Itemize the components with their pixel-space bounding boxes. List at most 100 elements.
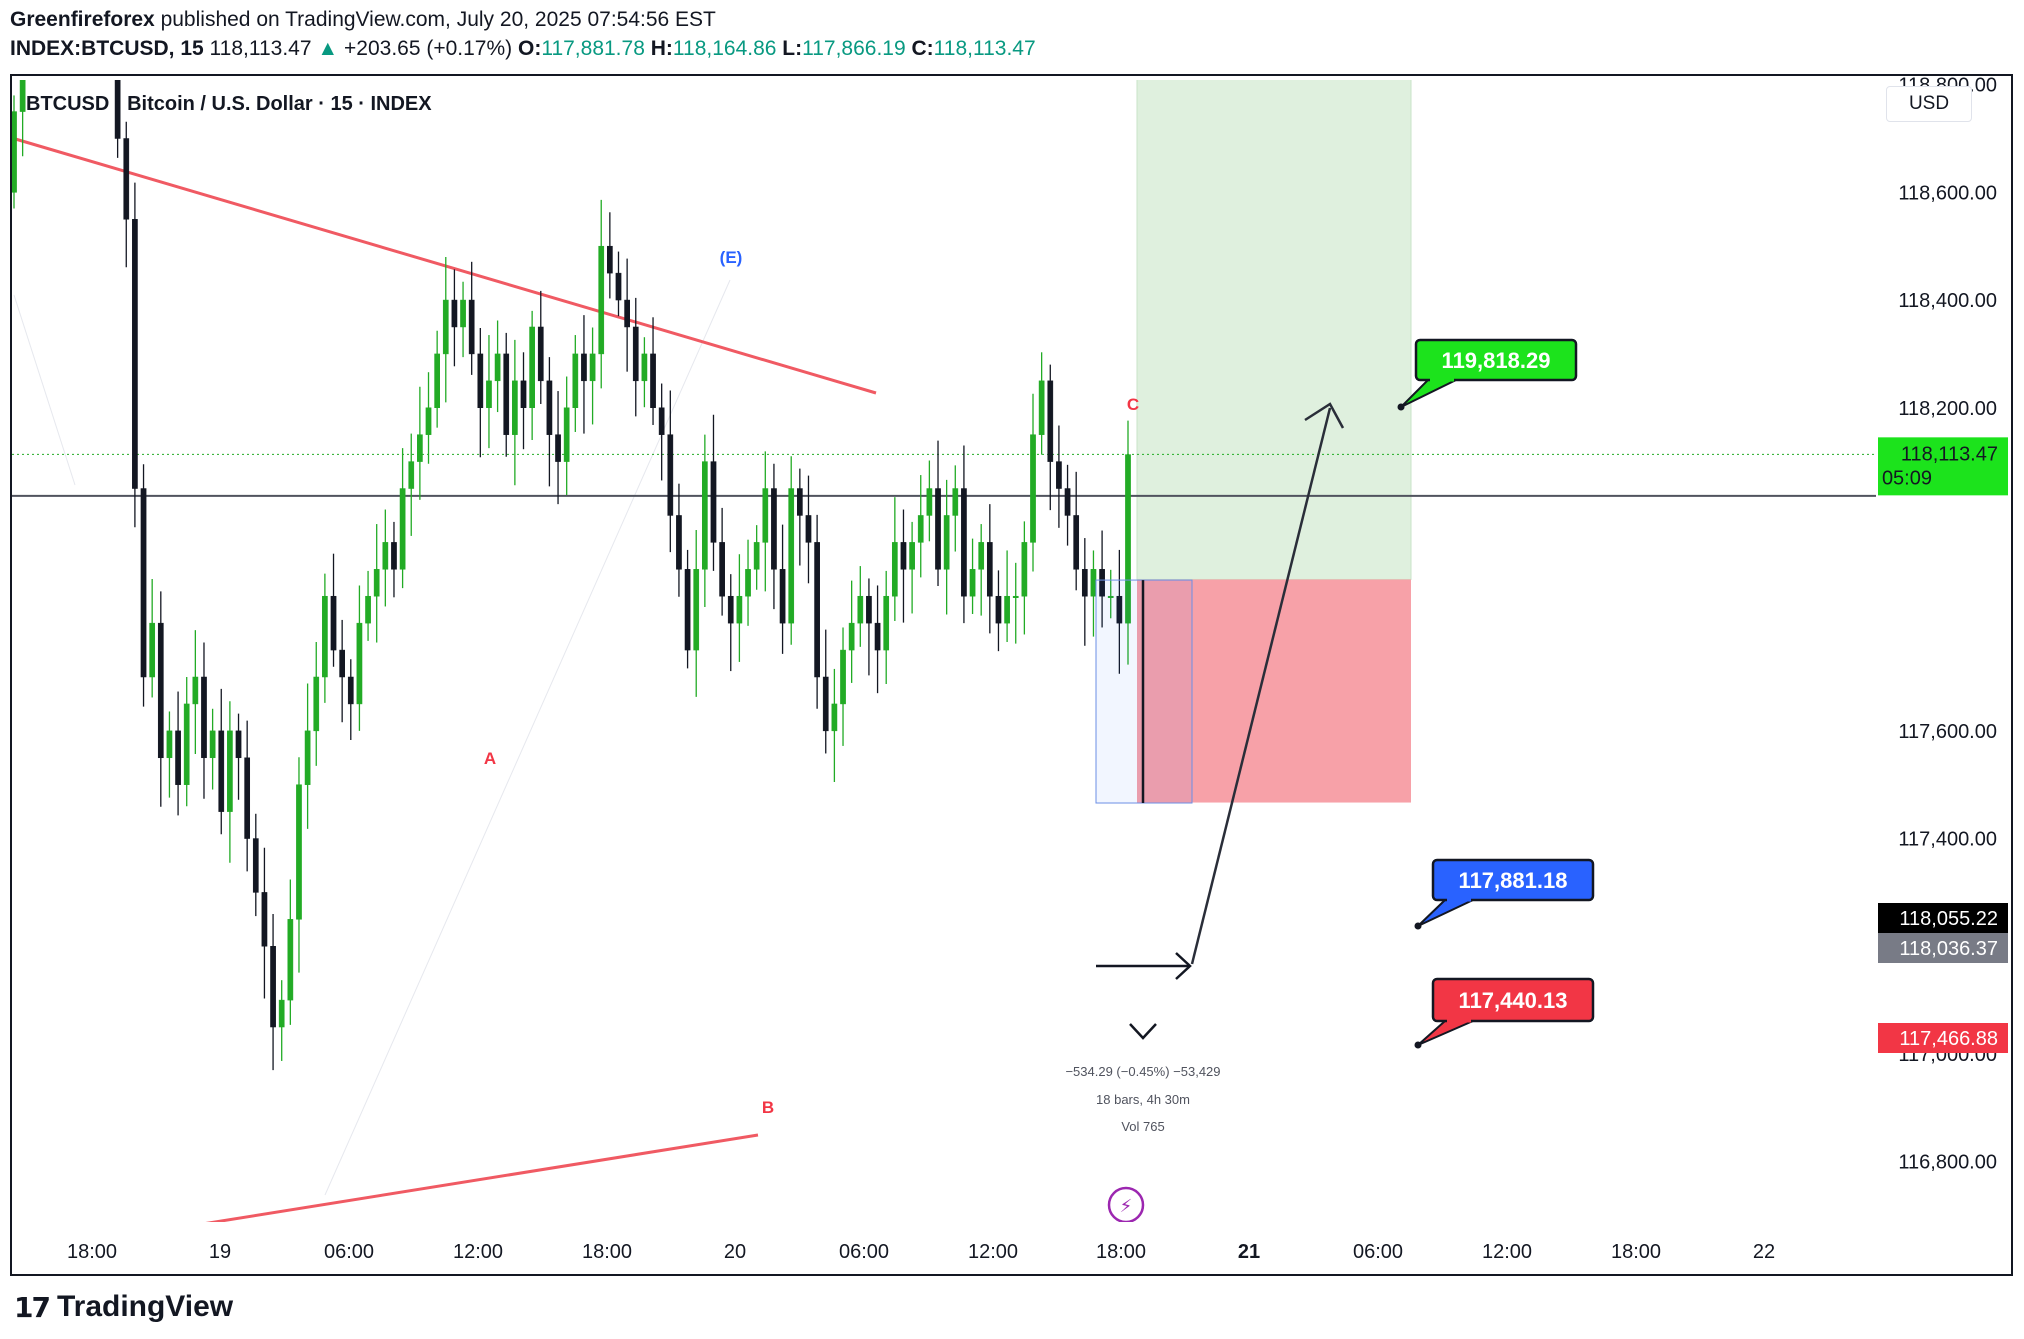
candle (883, 595, 890, 651)
candle (546, 380, 553, 435)
y-tick-label: 117,600.00 (1898, 721, 1997, 743)
y-tick-label: 117,400.00 (1898, 829, 1997, 851)
tradingview-footer[interactable]: 𝟭𝟳 TradingView (14, 1290, 233, 1324)
candle (218, 730, 225, 812)
candle (209, 730, 216, 759)
gray-price-tag (1878, 933, 2008, 963)
lightning-glyph: ⚡ (1120, 1196, 1133, 1217)
target-callout-label: 119,818.29 (1442, 348, 1551, 373)
x-tick-label: 18:00 (1096, 1241, 1146, 1263)
stop-callout-box (1431, 977, 1595, 1023)
candle (788, 488, 795, 624)
x-tick-label: 12:00 (1482, 1241, 1532, 1263)
candle (175, 730, 181, 785)
candle (1081, 569, 1088, 597)
candle (943, 515, 950, 570)
candle (1047, 380, 1054, 462)
candle (494, 353, 501, 382)
y-tick-label: 116,800.00 (1898, 1152, 1997, 1174)
candle (1056, 461, 1062, 489)
candle (831, 703, 838, 732)
candle (891, 542, 898, 597)
candle (961, 488, 967, 597)
candle (857, 595, 864, 624)
candle (702, 461, 708, 570)
x-tick-label: 06:00 (839, 1241, 889, 1263)
candle (12, 111, 17, 193)
ohlc-line: INDEX:BTCUSD, 15 118,113.47 ▲ +203.65 (+… (10, 37, 1036, 61)
low-label: L: (782, 37, 803, 60)
candle (952, 488, 959, 516)
wave-label-e: (E) (720, 248, 743, 267)
measure-change-text: −534.29 (−0.45%) −53,429 (1065, 1064, 1220, 1079)
wave-label-c: C (1127, 395, 1139, 414)
price-change: +203.65 (+0.17%) (344, 37, 513, 60)
candle (615, 272, 622, 301)
candle (166, 730, 173, 759)
gray-price-tag-text: 118,036.37 (1899, 938, 1998, 960)
author-name[interactable]: Greenfireforex (10, 8, 155, 31)
candle (805, 515, 812, 543)
candle (114, 80, 121, 139)
x-tick-label: 06:00 (324, 1241, 374, 1263)
publish-line: Greenfireforex published on TradingView.… (10, 8, 716, 32)
candle (261, 892, 268, 947)
measure-vol-text: Vol 765 (1121, 1119, 1164, 1134)
candle (632, 326, 639, 382)
candle (149, 622, 156, 678)
candle (641, 353, 648, 382)
candle (1064, 488, 1071, 516)
currency-button[interactable]: USD (1886, 86, 1972, 122)
target-zone (1136, 80, 1412, 580)
candle (598, 245, 605, 355)
symbol-label: INDEX:BTCUSD, 15 (10, 37, 204, 60)
candle (537, 326, 544, 382)
candle (866, 595, 872, 624)
candle (572, 353, 579, 408)
arrow-right-icon (1175, 952, 1192, 980)
x-tick-label: 06:00 (1353, 1241, 1403, 1263)
candle (304, 730, 311, 785)
last-price-tag (1878, 437, 2008, 496)
candle (1038, 380, 1045, 435)
candle (399, 488, 406, 570)
y-tick-label: 118,400.00 (1898, 290, 1997, 312)
stop-price-tag (1878, 1023, 2008, 1053)
candle (935, 488, 941, 570)
candle (270, 946, 276, 1028)
candle (624, 299, 630, 328)
candle (917, 515, 924, 543)
candle (460, 299, 466, 328)
chart-frame (10, 74, 2013, 1276)
stop-price-tag-text: 117,466.88 (1899, 1028, 1998, 1050)
open-label: O: (518, 37, 542, 60)
candle (451, 299, 458, 328)
candle (1107, 595, 1114, 598)
measure-bars-text: 18 bars, 4h 30m (1096, 1092, 1190, 1107)
chart-title: BTCUSD · Bitcoin / U.S. Dollar · 15 · IN… (26, 93, 432, 115)
candle (581, 353, 587, 382)
target-callout-dot (1397, 403, 1405, 411)
candle (157, 622, 164, 759)
x-tick-label: 12:00 (453, 1241, 503, 1263)
candle (132, 219, 138, 489)
candle (339, 649, 346, 678)
candle (1099, 569, 1105, 597)
high-value: 118,164.86 (672, 37, 777, 60)
candle (29, 0, 34, 31)
candle (140, 488, 147, 678)
candle (667, 434, 674, 516)
candle (252, 838, 259, 893)
candle (607, 245, 613, 274)
candle (201, 676, 207, 759)
candle (322, 595, 328, 678)
candle (1021, 542, 1028, 597)
wave-line (13, 294, 76, 486)
wave-line (324, 279, 731, 1196)
candle (313, 676, 320, 732)
x-tick-label: 22 (1753, 1241, 1775, 1263)
candle (1125, 454, 1131, 624)
candle (736, 595, 743, 624)
candle (1012, 595, 1019, 598)
